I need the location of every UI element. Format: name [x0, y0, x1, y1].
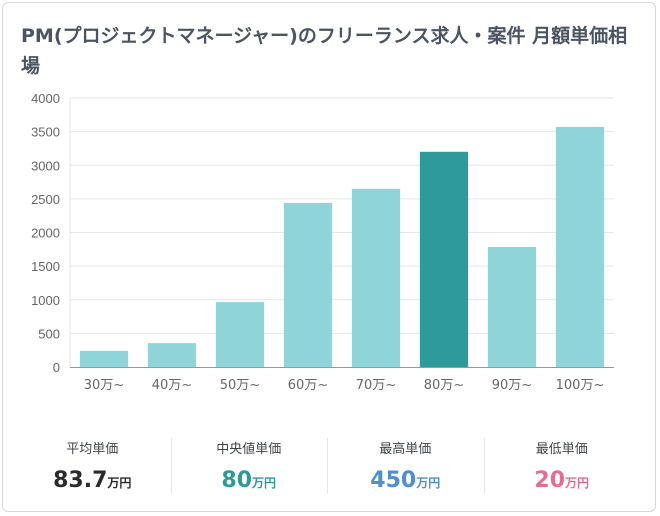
bar[interactable]	[79, 350, 129, 367]
bar[interactable]	[283, 202, 333, 367]
stat-number: 20	[534, 468, 566, 493]
stat-label: 中央値単価	[216, 442, 282, 457]
y-tick-label: 3000	[31, 158, 60, 173]
x-tick-label: 60万~	[288, 378, 328, 393]
y-tick-label: 3500	[31, 125, 60, 140]
stat-number: 450	[370, 468, 417, 493]
stat-min: 最低単価 20万円	[483, 432, 641, 496]
x-tick-label: 40万~	[152, 378, 192, 393]
stat-label: 最低単価	[535, 442, 588, 457]
stat-median: 中央値単価 80万円	[170, 432, 328, 496]
stat-unit: 万円	[252, 476, 277, 490]
stat-unit: 万円	[107, 476, 132, 490]
gridlines	[69, 97, 614, 367]
stat-value: 83.7万円	[14, 468, 171, 493]
y-tick-label: 4000	[31, 91, 60, 106]
y-tick-label: 1000	[31, 293, 60, 308]
y-tick-label: 500	[38, 326, 60, 341]
stats-row: 平均単価 83.7万円 中央値単価 80万円 最高単価 450万円 最低単価 2…	[14, 432, 640, 496]
bar[interactable]	[215, 302, 265, 367]
bar[interactable]	[147, 343, 197, 367]
x-tick-label: 30万~	[84, 378, 124, 393]
stat-label: 平均単価	[66, 442, 119, 457]
stat-value: 20万円	[484, 468, 641, 493]
chart-card: PM(プロジェクトマネージャー)のフリーランス求人・案件 月額単価相場	[2, 2, 656, 512]
y-tick-label: 1500	[31, 259, 60, 274]
stat-max: 最高単価 450万円	[327, 432, 484, 496]
bar[interactable]	[351, 188, 401, 367]
x-axis-ticks: 30万~ 40万~ 50万~ 60万~ 70万~ 80万~ 90万~ 100万~	[70, 367, 614, 393]
x-tick-label: 70万~	[356, 378, 396, 393]
y-tick-label: 2000	[31, 226, 60, 241]
bar[interactable]	[487, 246, 537, 367]
y-tick-label: 2500	[31, 192, 60, 207]
bar[interactable]	[419, 151, 469, 367]
y-tick-label: 0	[53, 360, 60, 375]
x-tick-label: 80万~	[424, 378, 464, 393]
chart-title: PM(プロジェクトマネージャー)のフリーランス求人・案件 月額単価相場	[21, 25, 628, 77]
bars	[79, 126, 605, 367]
x-tick-label: 50万~	[220, 378, 260, 393]
x-tick-label: 100万~	[556, 378, 605, 393]
stat-number: 80	[221, 468, 253, 493]
x-tick-label: 90万~	[492, 378, 532, 393]
stat-unit: 万円	[416, 476, 441, 490]
bar-chart: 0 500 1000 1500 2000 2500 3000 3500 4000 30万~ 40万…	[31, 91, 614, 393]
bar[interactable]	[555, 126, 605, 367]
stat-label: 最高単価	[379, 442, 432, 457]
stat-value: 450万円	[327, 468, 484, 493]
stat-value: 80万円	[171, 468, 328, 493]
stat-number: 83.7	[53, 468, 108, 493]
y-axis-ticks: 0 500 1000 1500 2000 2500 3000 3500 4000	[31, 91, 60, 375]
stat-average: 平均単価 83.7万円	[14, 432, 171, 496]
stat-unit: 万円	[565, 476, 590, 490]
